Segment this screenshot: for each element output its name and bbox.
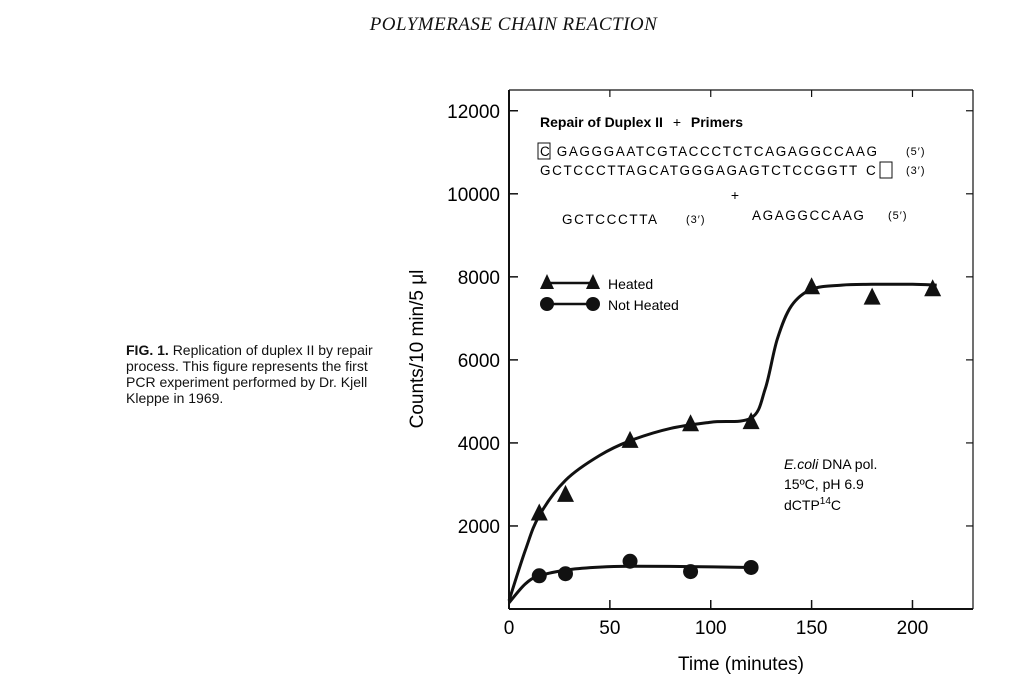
duplex-top-sequence: GAGGGAATCGTACCCTCTCAGAGGCCAAG [557, 144, 879, 159]
point-not-heated [622, 553, 638, 569]
primer-left-end: (3′) [686, 214, 706, 226]
curve-heated [507, 282, 937, 602]
y-tick-label: 8000 [458, 268, 500, 289]
primer-right-sequence: AGAGGCCAAG [752, 208, 866, 223]
inset-title-plus: + [673, 114, 681, 130]
conditions-label-base: dCTP [784, 497, 820, 513]
conditions-organism: E.coli [784, 456, 819, 472]
legend-not-heated-marker-right [586, 297, 600, 311]
point-not-heated [683, 564, 699, 580]
axis-ticks [508, 90, 973, 609]
conditions-line-3: dCTP14C [784, 496, 841, 513]
x-tick-label: 100 [695, 618, 727, 639]
point-heated [556, 484, 574, 502]
point-heated [621, 430, 639, 448]
conditions-label-isotope: 14 [820, 496, 832, 507]
x-axis-title: Time (minutes) [678, 654, 804, 675]
primer-left: GCTCCCTTA [562, 212, 659, 227]
point-heated [682, 414, 700, 432]
legend: Heated Not Heated [540, 274, 679, 313]
inset-title: Repair of Duplex II + Primers [540, 114, 743, 130]
y-tick-label: 6000 [458, 351, 500, 372]
y-tick-label: 2000 [458, 517, 500, 538]
figure-caption: FIG. 1. Replication of duplex II by repa… [126, 342, 396, 406]
x-tick-label: 200 [897, 618, 929, 639]
caption-text: Replication of duplex II by repair proce… [126, 342, 373, 406]
y-tick-label: 4000 [458, 434, 500, 455]
legend-heated-marker-right [586, 274, 600, 289]
duplex-bottom-strand: GCTCCCTTAGCATGGGAGAGTCTCCGGTT C [540, 163, 877, 178]
primer-right: AGAGGCCAAG [752, 208, 866, 223]
plot-frame [508, 89, 974, 610]
point-heated [803, 277, 821, 295]
axis-tick-labels: 0 50 100 150 200 2000 4000 6000 8000 10000 12000 [447, 102, 928, 639]
legend-heated-label: Heated [608, 276, 653, 292]
y-axis-title: Counts/10 min/5 μl [407, 270, 428, 429]
duplex-top-strand: C GAGGGAATCGTACCCTCTCAGAGGCCAAG [540, 144, 879, 159]
point-heated [863, 287, 881, 305]
point-not-heated [743, 559, 759, 575]
caption-label: FIG. 1. [126, 342, 169, 358]
running-header: POLYMERASE CHAIN REACTION [369, 14, 658, 35]
x-tick-label: 50 [599, 618, 620, 639]
duplex-bottom-end: (3′) [906, 165, 926, 177]
y-tick-label: 10000 [447, 185, 500, 206]
primer-left-sequence: GCTCCCTTA [562, 212, 659, 227]
conditions-line-1: E.coli DNA pol. [784, 456, 877, 472]
conditions-label-tail: C [831, 497, 841, 513]
series-curves [507, 282, 937, 604]
legend-heated-marker-left [540, 274, 554, 289]
legend-not-heated-label: Not Heated [608, 297, 679, 313]
point-heated [742, 412, 760, 430]
primer-right-end: (5′) [888, 210, 908, 222]
duplex-bottom-boxed-base: C [866, 163, 877, 178]
duplex-top-box [537, 142, 551, 160]
conditions-enzyme: DNA pol. [818, 456, 877, 472]
duplex-top-end: (5′) [906, 146, 926, 158]
x-tick-label: 0 [504, 618, 515, 639]
inset-title-main: Repair of Duplex II [540, 114, 663, 130]
inset-title-tail: Primers [691, 114, 743, 130]
plus-sign: + [731, 187, 739, 203]
conditions-annotation: E.coli DNA pol. 15ºC, pH 6.9 dCTP14C [784, 456, 877, 513]
point-not-heated [557, 566, 573, 582]
point-heated [530, 503, 548, 521]
legend-not-heated-marker-left [540, 297, 554, 311]
y-tick-label: 12000 [447, 102, 500, 123]
duplex-bottom-box [879, 161, 893, 179]
duplex-top-boxed-base: C [540, 144, 551, 159]
x-tick-label: 150 [796, 618, 828, 639]
series-markers [530, 277, 942, 584]
duplex-bottom-sequence: GCTCCCTTAGCATGGGAGAGTCTCCGGTT [540, 163, 859, 178]
conditions-line-2: 15ºC, pH 6.9 [784, 476, 864, 492]
point-heated [924, 279, 942, 297]
point-not-heated [531, 568, 547, 584]
